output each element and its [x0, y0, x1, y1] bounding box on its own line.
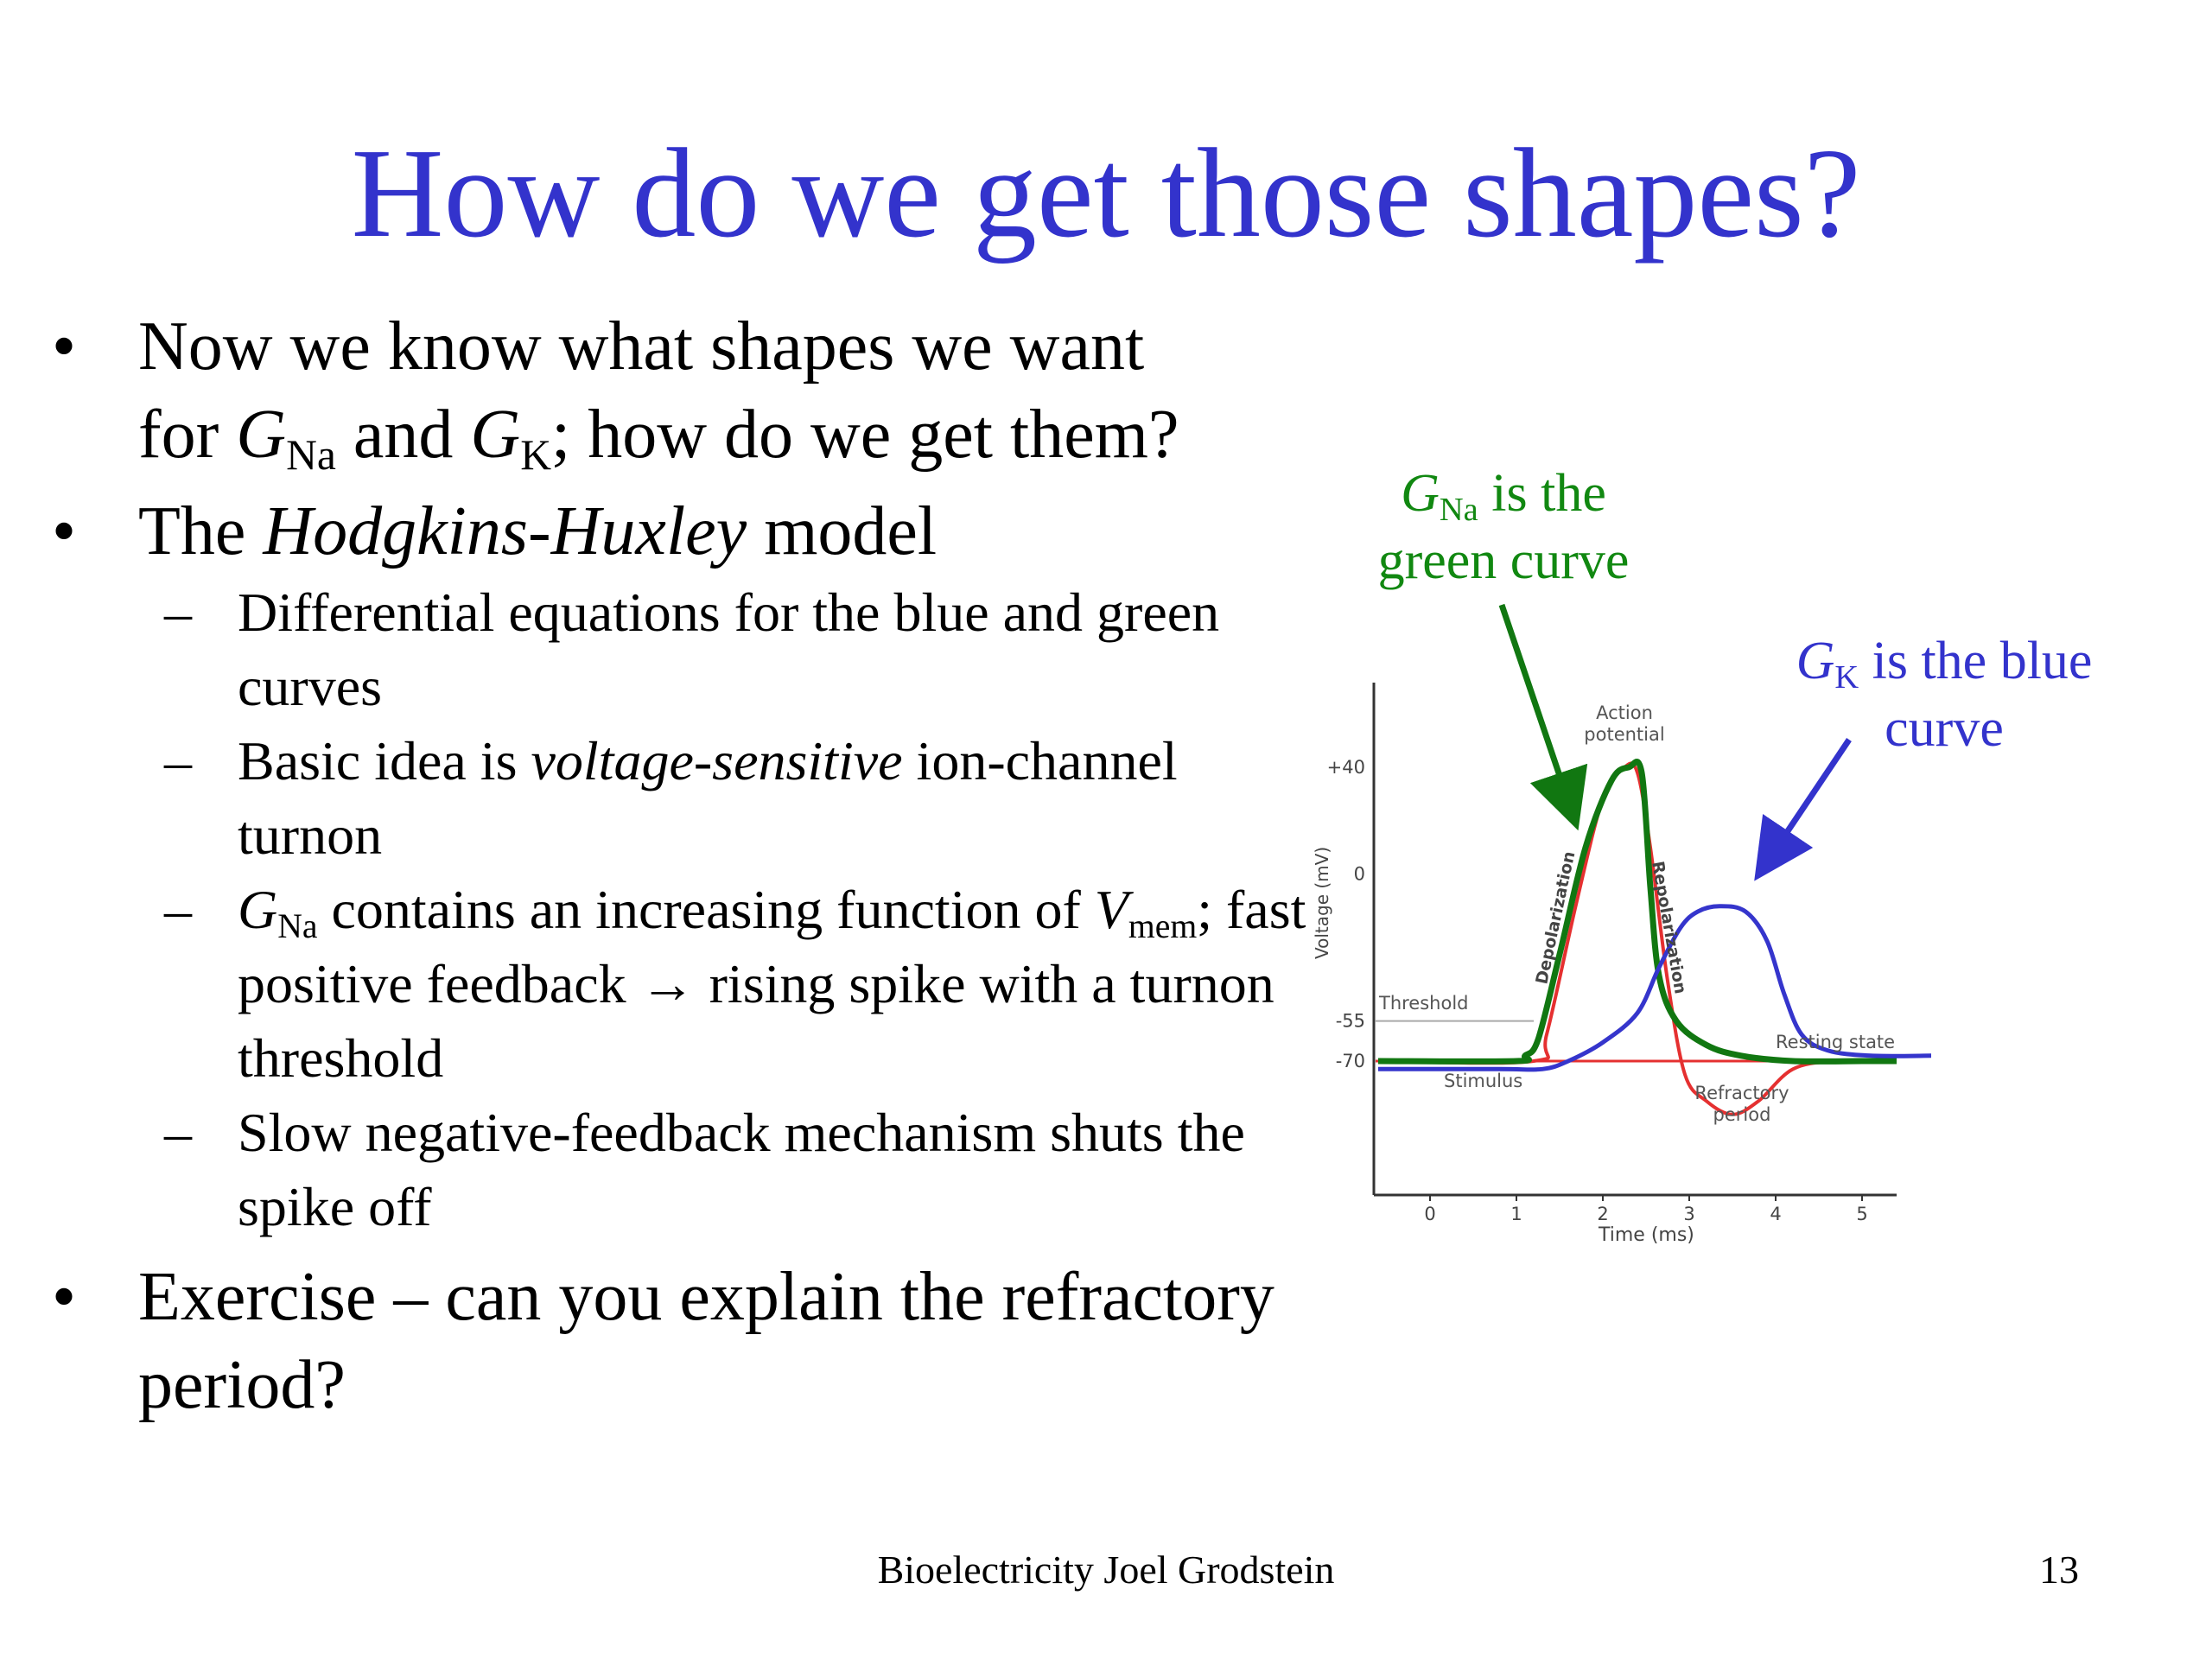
subscript-k: K: [520, 430, 552, 479]
blue-callout-arrow: [1754, 738, 1852, 881]
page-number: 13: [2039, 1548, 2079, 1592]
gna-curve: [1377, 759, 1897, 1065]
subscript-k: K: [1834, 658, 1859, 696]
y-tick-label: -55: [1336, 1011, 1365, 1032]
callout-text: is the: [1478, 464, 1606, 523]
symbol-v: V: [1094, 879, 1128, 940]
bullet-text: model: [747, 493, 938, 569]
green-callout-arrow: [1498, 603, 1588, 831]
sub-bullet-item: – Differential equations for the blue an…: [52, 575, 1322, 724]
y-tick-label: -70: [1336, 1051, 1365, 1071]
sub-bullet-text: ; fast positive feedback → rising spike …: [238, 879, 1306, 1089]
x-tick-label: 4: [1770, 1204, 1781, 1224]
bullet-text: ; how do we get them?: [551, 397, 1179, 473]
bullet-dot: •: [52, 1259, 77, 1335]
bullet-text: for: [138, 397, 237, 473]
x-tick-label: 0: [1424, 1204, 1435, 1224]
gk-curve: [1377, 904, 1932, 1072]
symbol-g: G: [1796, 632, 1835, 690]
callout-text: curve: [1885, 699, 2004, 758]
bullet-dot: •: [52, 493, 77, 569]
bullet-dash: –: [164, 730, 192, 791]
sub-bullet-text: ion-channel turnon: [238, 730, 1178, 866]
bullet-text: and: [335, 397, 471, 473]
x-tick-label: 5: [1856, 1204, 1867, 1224]
model-name: Hodgkins-Huxley: [263, 493, 747, 569]
subscript-na: Na: [286, 430, 336, 479]
callout-text: green curve: [1377, 531, 1630, 590]
x-tick-label: 2: [1597, 1204, 1608, 1224]
bullet-list: • Now we know what shapes we want for GN…: [52, 302, 1322, 1429]
annotation-action-potential: Action: [1596, 702, 1653, 723]
bullet-item: • Exercise – can you explain the refract…: [52, 1253, 1322, 1429]
annotation-stimulus: Stimulus: [1444, 1071, 1522, 1091]
symbol-g: G: [1401, 464, 1440, 523]
ylabel: Voltage (mV): [1312, 847, 1332, 959]
emphasis-text: voltage-sensitive: [531, 730, 903, 791]
blue-callout: GK is the blue curve: [1780, 627, 2108, 762]
sub-bullet-item: – Slow negative-feedback mechanism shuts…: [52, 1096, 1322, 1244]
bullet-dot: •: [52, 308, 77, 385]
annotation-refractory-period: period: [1713, 1104, 1771, 1125]
annotation-action-potential: potential: [1584, 724, 1664, 745]
x-tick-label: 3: [1683, 1204, 1694, 1224]
bullet-dash: –: [164, 1102, 192, 1163]
symbol-g: G: [236, 397, 287, 473]
subscript-mem: mem: [1128, 907, 1198, 946]
sub-bullet-item: – GNa contains an increasing function of…: [52, 873, 1322, 1096]
green-callout: GNa is the green curve: [1348, 460, 1659, 594]
annotation-threshold: Threshold: [1378, 993, 1469, 1014]
xlabel: Time (ms): [1598, 1224, 1694, 1246]
bullet-item: • The Hodgkins-Huxley model: [52, 487, 1322, 575]
bullet-item: • Now we know what shapes we want for GN…: [52, 302, 1322, 479]
sub-bullet-text: Basic idea is: [238, 730, 531, 791]
sub-bullet-text: contains an increasing function of: [317, 879, 1095, 940]
bullet-dash: –: [164, 582, 192, 643]
y-tick-label: 0: [1354, 864, 1365, 885]
sub-bullet-text: Differential equations for the blue and …: [238, 582, 1220, 717]
symbol-g: G: [470, 397, 521, 473]
x-tick-label: 1: [1510, 1204, 1522, 1224]
slide-title: How do we get those shapes?: [351, 123, 1861, 264]
sub-bullet-text: Slow negative-feedback mechanism shuts t…: [238, 1102, 1245, 1237]
bullet-text: Now we know what shapes we want: [138, 308, 1145, 385]
bullet-text: The: [138, 493, 264, 569]
subscript-na: Na: [1439, 491, 1478, 528]
symbol-g: G: [238, 879, 278, 940]
annotation-refractory-period: Refractory: [1694, 1083, 1789, 1103]
footer: Bioelectricity Joel Grodstein: [877, 1548, 1335, 1592]
callout-text: is the blue: [1859, 632, 2093, 690]
bullet-text: Exercise – can you explain the refractor…: [138, 1259, 1274, 1423]
y-tick-label: +40: [1327, 757, 1365, 778]
subscript-na: Na: [277, 907, 318, 946]
bullet-dash: –: [164, 879, 192, 940]
sub-bullet-item: – Basic idea is voltage-sensitive ion-ch…: [52, 724, 1322, 873]
annotation-resting-state: Resting state: [1776, 1032, 1895, 1052]
